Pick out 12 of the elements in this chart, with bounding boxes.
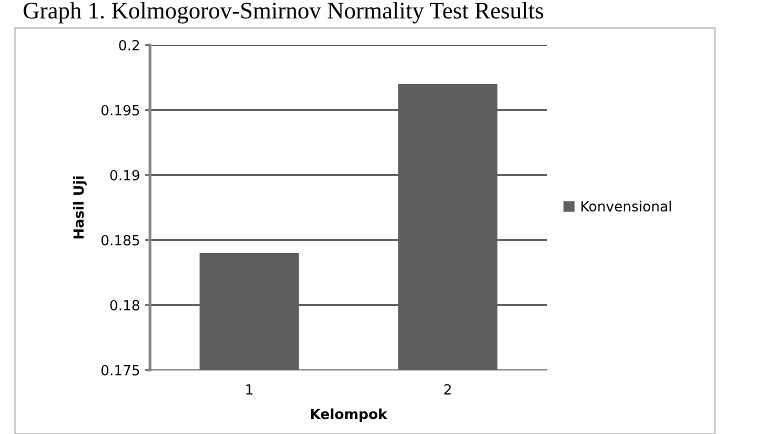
y-tick-label: 0.19 xyxy=(110,170,140,180)
y-tick-label: 0.195 xyxy=(101,104,140,116)
y-tick-label: 0.185 xyxy=(101,234,140,246)
x-tick-label: 2 xyxy=(444,384,451,394)
y-tick-label: 0.2 xyxy=(119,40,139,50)
chart-title: Graph 1. Kolmogorov-Smirnov Normality Test Results xyxy=(24,2,544,24)
y-tick-label: 0.175 xyxy=(101,364,140,376)
y-tick-label: 0.18 xyxy=(110,300,140,310)
x-axis-title: Kelompok xyxy=(311,408,388,422)
x-tick-label: 1 xyxy=(246,384,252,394)
legend-label: Konvensional xyxy=(582,200,671,212)
y-axis-title: Hasil Uji xyxy=(73,176,87,238)
